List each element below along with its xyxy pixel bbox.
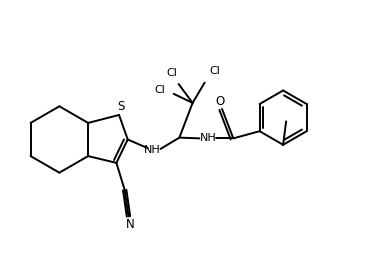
Text: NH: NH <box>144 145 161 155</box>
Text: O: O <box>216 95 225 108</box>
Text: Cl: Cl <box>166 68 177 78</box>
Text: NH: NH <box>200 133 216 143</box>
Text: Cl: Cl <box>155 85 166 95</box>
Text: S: S <box>117 100 125 113</box>
Text: N: N <box>126 218 135 231</box>
Text: Cl: Cl <box>209 66 220 76</box>
